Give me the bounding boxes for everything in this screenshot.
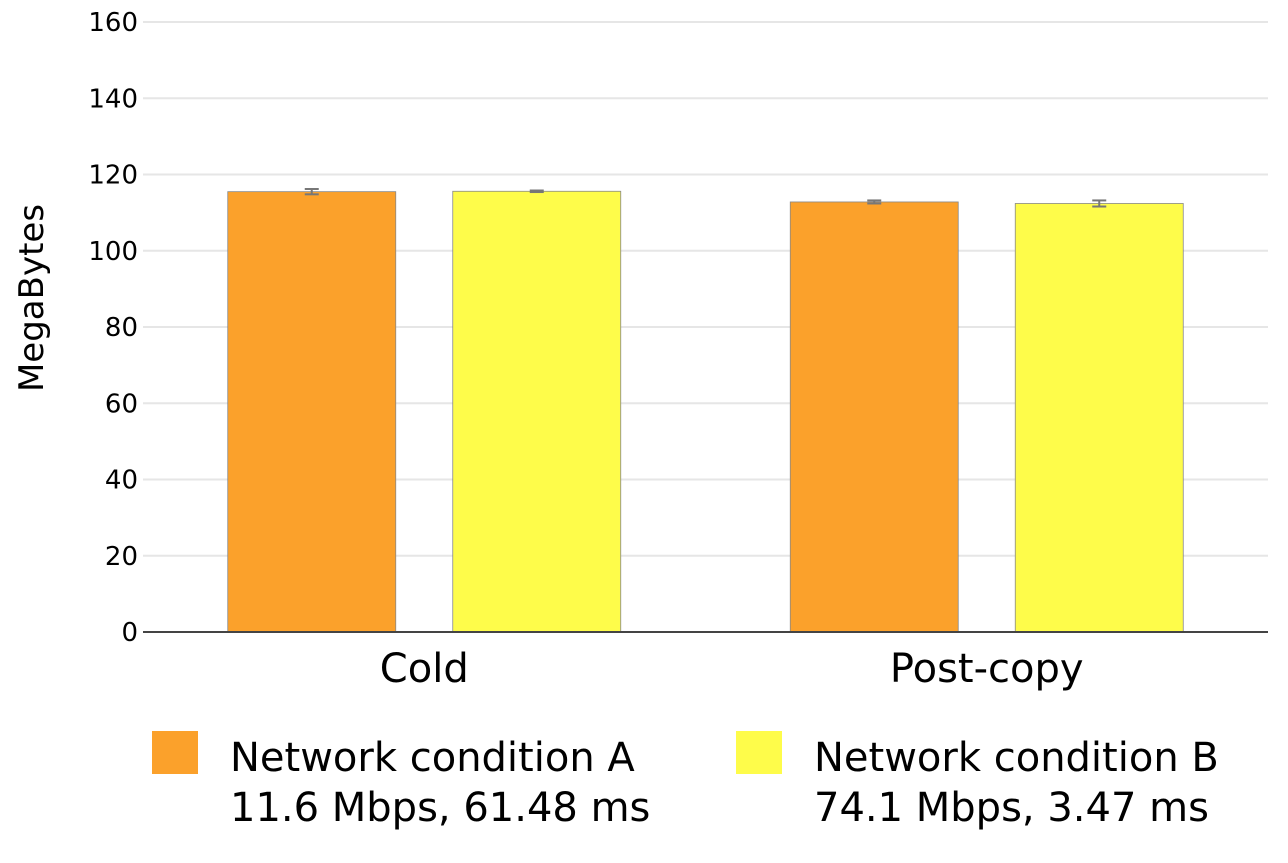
y-tick-label: 120 [88,161,138,191]
y-tick-label: 40 [105,466,138,496]
bar [227,191,397,633]
y-tick-label: 60 [105,389,138,419]
bars [227,187,1184,633]
bar [452,190,622,633]
legend-sublabel: 74.1 Mbps, 3.47 ms [814,785,1209,831]
y-tick-label: 140 [88,84,138,114]
legend-label: Network condition B [814,735,1219,781]
y-tick-label: 80 [105,313,138,343]
legend-label: Network condition A [230,735,635,781]
y-tick-label: 160 [88,8,138,38]
bar [789,201,959,633]
y-tick-label: 100 [88,237,138,267]
x-tick-labels: Cold Post-copy [380,646,1084,692]
legend-swatch [736,731,782,774]
x-tick-label: Post-copy [890,646,1084,692]
y-tick-label: 0 [121,618,138,648]
legend: Network condition A11.6 Mbps, 61.48 ms Ne… [152,731,1219,831]
bar [1014,203,1184,633]
y-tick-labels: 0 20 40 60 80 100 120 140 160 [88,8,138,648]
y-axis-label: MegaBytes [12,204,52,392]
legend-swatch [152,731,198,774]
x-tick-label: Cold [380,646,469,692]
legend-sublabel: 11.6 Mbps, 61.48 ms [230,785,650,831]
y-tick-label: 20 [105,542,138,572]
